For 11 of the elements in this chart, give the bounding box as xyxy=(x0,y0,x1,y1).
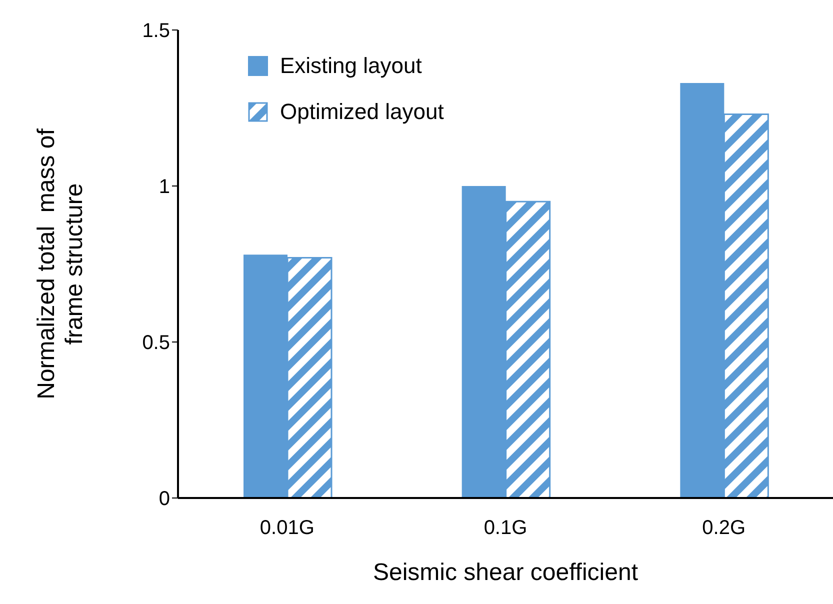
y-axis-title: Normalized total mass of frame structure xyxy=(33,128,88,400)
legend-label: Existing layout xyxy=(280,53,422,79)
y-tick-label: 1 xyxy=(158,176,170,198)
x-tick-label: 0.1G xyxy=(484,517,528,540)
legend-label: Optimized layout xyxy=(280,99,444,125)
x-tick-label: 0.01G xyxy=(260,517,314,540)
y-tick-label: 0.5 xyxy=(142,332,170,354)
x-axis-title: Seismic shear coefficient xyxy=(372,559,638,586)
y-tick-label: 1.5 xyxy=(142,20,170,42)
x-tick-label: 0.2G xyxy=(702,517,746,540)
y-tick-label: 0 xyxy=(158,488,170,510)
